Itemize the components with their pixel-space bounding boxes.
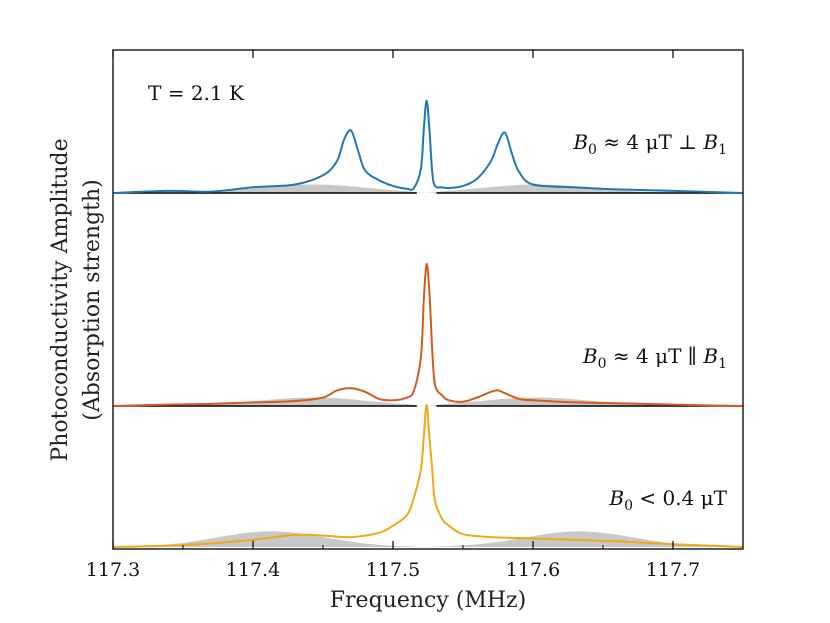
series-line-0 (112, 99, 744, 194)
fit-shade-2 (113, 531, 743, 547)
bottom-field-annotation: B0 < 0.4 μT (608, 486, 727, 514)
baselines (113, 192, 743, 407)
y-axis-title-line1: Photoconductivity Amplitude (48, 138, 73, 461)
x-tick-label-4: 117.7 (646, 559, 700, 581)
x-axis-title: Frequency (MHz) (330, 588, 526, 613)
x-tick-label-0: 117.3 (86, 559, 140, 581)
y-axis-title-line2: (Absorption strength) (80, 179, 105, 420)
fit-shade-0 (113, 184, 743, 193)
series-line-1 (112, 262, 744, 407)
x-tick-label-2: 117.5 (366, 559, 420, 581)
x-tick-label-3: 117.6 (506, 559, 560, 581)
temperature-annotation: T = 2.1 K (148, 81, 245, 105)
middle-field-annotation: B0 ≈ 4 μT ∥ B1 (582, 344, 727, 372)
fit-shade-1 (113, 397, 743, 406)
series-line-2 (112, 404, 744, 548)
fit-shades (113, 184, 743, 547)
plot-frame (112, 49, 744, 550)
x-ticks: 117.3 117.4 117.5 117.6 117.7 (86, 50, 744, 581)
top-field-annotation: B0 ≈ 4 μT ⊥ B1 (572, 130, 727, 158)
x-tick-label-1: 117.4 (226, 559, 280, 581)
series-lines (112, 99, 744, 548)
